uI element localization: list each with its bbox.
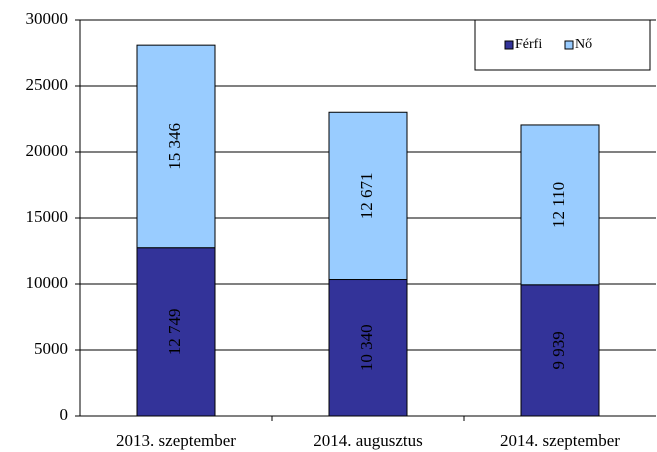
data-label: 10 340 — [357, 324, 376, 371]
data-label: 15 346 — [165, 123, 184, 170]
bar-segment — [136, 247, 216, 417]
data-label: 9 939 — [549, 331, 568, 369]
bar-segment — [328, 279, 408, 417]
y-tick-label: 0 — [60, 405, 69, 424]
y-tick-label: 25000 — [26, 75, 69, 94]
y-tick-label: 5000 — [34, 339, 68, 358]
legend: Férfi Nő — [474, 19, 651, 71]
legend-box — [474, 19, 651, 71]
y-tick-label: 30000 — [26, 9, 69, 28]
legend-label: Nő — [575, 37, 592, 52]
bar-segment — [520, 124, 600, 286]
data-label: 12 671 — [357, 173, 376, 220]
bar-segment — [328, 111, 408, 281]
x-tick-label: 2014. augusztus — [313, 431, 423, 450]
y-tick-label: 20000 — [26, 141, 69, 160]
legend-swatch — [564, 40, 574, 50]
legend-swatch — [504, 40, 514, 50]
data-label: 12 749 — [165, 308, 184, 355]
bar-segment — [136, 44, 216, 249]
x-tick-label: 2013. szeptember — [116, 431, 236, 450]
x-tick-label: 2014. szeptember — [500, 431, 620, 450]
y-tick-label: 15000 — [26, 207, 69, 226]
legend-label: Férfi — [515, 37, 542, 52]
y-tick-label: 10000 — [26, 273, 69, 292]
data-label: 12 110 — [549, 182, 568, 228]
